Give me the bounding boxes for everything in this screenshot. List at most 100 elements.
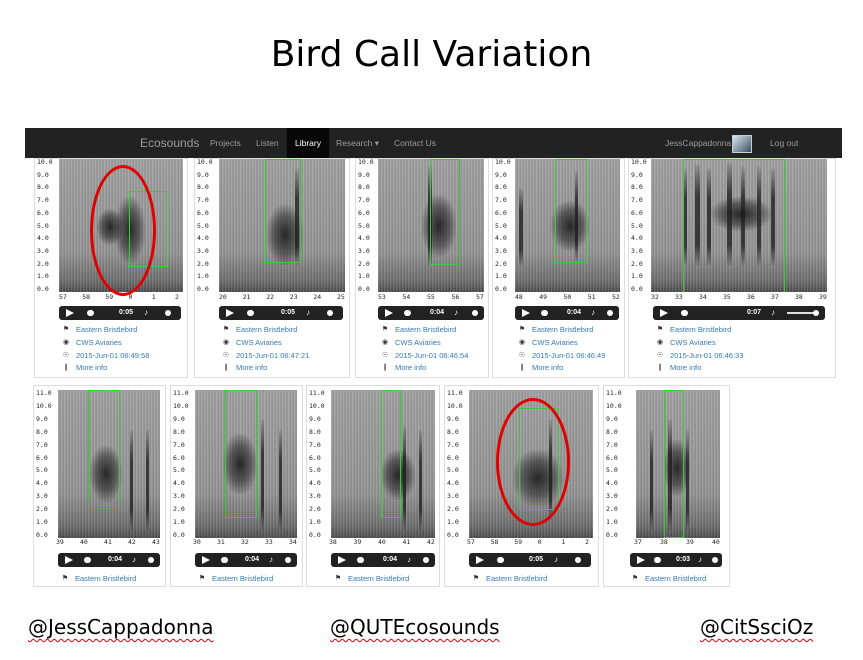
nav-contact-us[interactable]: Contact Us bbox=[394, 138, 437, 148]
volume-icon[interactable]: ♪ bbox=[554, 555, 558, 564]
play-icon[interactable] bbox=[385, 309, 393, 317]
nav-projects[interactable]: Projects bbox=[210, 138, 241, 148]
y-tick-label: 5.0 bbox=[173, 466, 185, 475]
info-icon: ❙ bbox=[63, 364, 69, 371]
play-icon[interactable] bbox=[226, 309, 234, 317]
volume-track[interactable] bbox=[787, 312, 817, 314]
y-tick-label: 4.0 bbox=[309, 479, 321, 488]
nav-research-dropdown[interactable]: Research ▾ bbox=[336, 138, 380, 148]
volume-icon[interactable]: ♪ bbox=[591, 308, 595, 317]
volume-handle[interactable] bbox=[423, 557, 429, 563]
volume-handle[interactable] bbox=[575, 557, 581, 563]
annotation-card: 0:04 ♪ ⚑ Eastern Bristlebird ◉ CWS Aviarie… bbox=[355, 158, 489, 378]
x-tick-label: 24 bbox=[313, 293, 322, 301]
seek-handle[interactable] bbox=[681, 310, 688, 316]
volume-icon[interactable]: ♪ bbox=[698, 555, 702, 564]
spectrogram[interactable] bbox=[331, 390, 435, 538]
spectrogram[interactable] bbox=[219, 159, 345, 292]
spectrogram[interactable] bbox=[636, 390, 720, 538]
selection-box[interactable] bbox=[225, 390, 257, 518]
play-icon[interactable] bbox=[476, 556, 484, 564]
play-icon[interactable] bbox=[637, 556, 645, 564]
seek-handle[interactable] bbox=[654, 557, 661, 563]
volume-handle[interactable] bbox=[472, 310, 478, 316]
spectrogram[interactable] bbox=[58, 390, 160, 538]
map-marker-icon: ◉ bbox=[518, 339, 526, 346]
logout-link[interactable]: Log out bbox=[770, 138, 799, 148]
volume-icon[interactable]: ♪ bbox=[454, 308, 458, 317]
duration: 0:04 bbox=[245, 556, 260, 563]
play-icon[interactable] bbox=[660, 309, 668, 317]
x-tick-label: 59 bbox=[105, 293, 114, 301]
volume-handle[interactable] bbox=[813, 310, 819, 316]
y-tick-label: 2.0 bbox=[173, 505, 185, 514]
seek-handle[interactable] bbox=[221, 557, 228, 563]
spectrogram[interactable] bbox=[651, 159, 827, 292]
seek-handle[interactable] bbox=[87, 310, 94, 316]
volume-handle[interactable] bbox=[285, 557, 291, 563]
volume-handle[interactable] bbox=[165, 310, 171, 316]
x-tick-label: 1 bbox=[561, 538, 566, 546]
seek-handle[interactable] bbox=[247, 310, 254, 316]
play-icon[interactable] bbox=[338, 556, 346, 564]
y-tick-label: 3.0 bbox=[358, 246, 370, 255]
map-marker-icon: ◉ bbox=[222, 339, 230, 346]
selection-box[interactable] bbox=[430, 159, 460, 265]
y-tick-label: 2.0 bbox=[606, 505, 618, 514]
selection-box[interactable] bbox=[555, 159, 587, 263]
y-tick-label: 8.0 bbox=[37, 183, 49, 192]
play-icon[interactable] bbox=[66, 309, 74, 317]
x-tick-label: 23 bbox=[289, 293, 298, 301]
y-tick-label: 4.0 bbox=[495, 234, 507, 243]
user-avatar[interactable] bbox=[732, 135, 752, 153]
y-tick-label: 0.0 bbox=[309, 531, 321, 539]
y-tick-label: 9.0 bbox=[36, 414, 48, 423]
y-tick-label: 0.0 bbox=[36, 531, 48, 539]
selection-box[interactable] bbox=[664, 390, 684, 538]
seek-handle[interactable] bbox=[541, 310, 548, 316]
play-icon[interactable] bbox=[522, 309, 530, 317]
x-tick-label: 34 bbox=[289, 538, 297, 546]
seek-handle[interactable] bbox=[497, 557, 504, 563]
user-name[interactable]: JessCappadonna bbox=[665, 138, 732, 148]
play-icon[interactable] bbox=[202, 556, 210, 564]
y-tick-label: 8.0 bbox=[606, 427, 618, 436]
x-tick-label: 51 bbox=[587, 293, 596, 301]
selection-box[interactable] bbox=[683, 159, 785, 292]
y-tick-label: 11.0 bbox=[447, 389, 463, 397]
spectrogram[interactable] bbox=[195, 390, 297, 538]
annotation-card: 0:04 ♪ ⚑ Eastern Bristlebird 11.0 10.0 9.0 8… bbox=[170, 385, 303, 587]
volume-handle[interactable] bbox=[607, 310, 613, 316]
x-tick-label: 38 bbox=[795, 293, 803, 301]
volume-icon[interactable]: ♪ bbox=[771, 308, 775, 317]
y-tick-label: 5.0 bbox=[36, 466, 48, 475]
volume-icon[interactable]: ♪ bbox=[306, 308, 310, 317]
spectrogram[interactable] bbox=[378, 159, 484, 292]
annotation-card: 0:04 ♪ ⚑ Eastern Bristlebird 11.0 10.0 9.0 8… bbox=[33, 385, 166, 587]
seek-handle[interactable] bbox=[357, 557, 364, 563]
play-icon[interactable] bbox=[65, 556, 73, 564]
seek-handle[interactable] bbox=[404, 310, 411, 316]
x-tick-label: 0 bbox=[537, 538, 542, 546]
volume-handle[interactable] bbox=[148, 557, 154, 563]
volume-icon[interactable]: ♪ bbox=[407, 555, 411, 564]
y-tick-label: 4.0 bbox=[173, 479, 185, 488]
volume-icon[interactable]: ♪ bbox=[132, 555, 136, 564]
nav-listen[interactable]: Listen bbox=[256, 138, 279, 148]
y-tick-label: 10.0 bbox=[447, 401, 463, 410]
volume-icon[interactable]: ♪ bbox=[269, 555, 273, 564]
selection-box[interactable] bbox=[381, 390, 401, 518]
x-tick-label: 54 bbox=[402, 293, 411, 301]
y-tick-label: 1.0 bbox=[197, 272, 209, 281]
tag-icon: ⚑ bbox=[222, 326, 230, 333]
volume-handle[interactable] bbox=[327, 310, 333, 316]
selection-box[interactable] bbox=[265, 159, 301, 263]
brand-link[interactable]: Ecosounds bbox=[140, 136, 200, 150]
selection-box[interactable] bbox=[88, 390, 120, 506]
seek-handle[interactable] bbox=[84, 557, 91, 563]
spectrogram[interactable] bbox=[515, 159, 620, 292]
volume-handle[interactable] bbox=[712, 557, 718, 563]
slide-title: Bird Call Variation bbox=[270, 34, 593, 75]
nav-library[interactable]: Library bbox=[287, 128, 329, 158]
volume-icon[interactable]: ♪ bbox=[144, 308, 148, 317]
